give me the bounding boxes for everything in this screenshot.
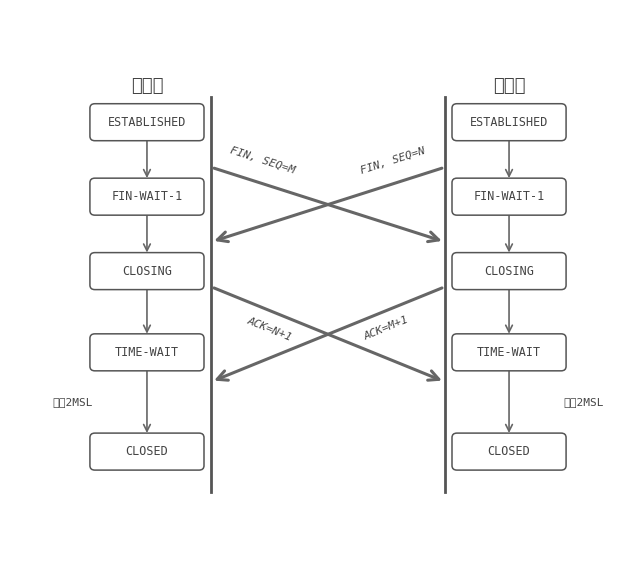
Text: 等待2MSL: 等待2MSL [52,397,92,407]
FancyBboxPatch shape [90,433,204,470]
Text: 客户端: 客户端 [131,77,163,95]
Text: FIN-WAIT-1: FIN-WAIT-1 [111,190,182,203]
Text: FIN, SEQ=M: FIN, SEQ=M [229,145,296,176]
FancyBboxPatch shape [452,334,566,371]
Text: CLOSED: CLOSED [488,445,531,458]
Text: CLOSING: CLOSING [122,265,172,278]
FancyBboxPatch shape [452,104,566,141]
FancyBboxPatch shape [452,253,566,289]
Text: ESTABLISHED: ESTABLISHED [470,115,548,129]
Text: ESTABLISHED: ESTABLISHED [108,115,186,129]
FancyBboxPatch shape [90,104,204,141]
Text: TIME-WAIT: TIME-WAIT [477,346,541,359]
FancyBboxPatch shape [452,433,566,470]
Text: 等待2MSL: 等待2MSL [564,397,604,407]
Text: ACK=M+1: ACK=M+1 [362,315,410,342]
Text: FIN, SEQ=N: FIN, SEQ=N [360,145,427,176]
Text: CLOSING: CLOSING [484,265,534,278]
Text: FIN-WAIT-1: FIN-WAIT-1 [474,190,545,203]
Text: 服务端: 服务端 [493,77,525,95]
FancyBboxPatch shape [90,178,204,215]
FancyBboxPatch shape [90,334,204,371]
Text: CLOSED: CLOSED [125,445,168,458]
FancyBboxPatch shape [90,253,204,289]
Text: ACK=N+1: ACK=N+1 [246,315,294,342]
Text: TIME-WAIT: TIME-WAIT [115,346,179,359]
FancyBboxPatch shape [452,178,566,215]
